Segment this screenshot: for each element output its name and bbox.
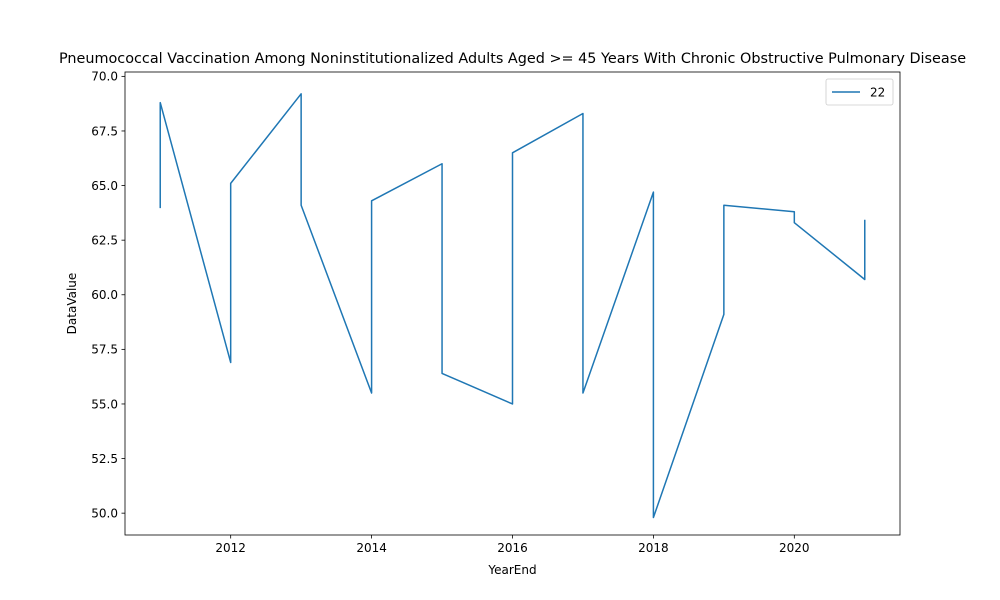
x-tick-label: 2012	[215, 541, 246, 555]
y-axis-label: DataValue	[65, 273, 79, 335]
y-tick-label: 60.0	[91, 288, 118, 302]
y-tick-label: 52.5	[91, 452, 118, 466]
x-tick-label: 2014	[356, 541, 387, 555]
y-tick-label: 55.0	[91, 397, 118, 411]
series-line-1	[159, 93, 866, 519]
x-tick-label: 2016	[497, 541, 528, 555]
y-tick-label: 57.5	[91, 343, 118, 357]
y-tick-label: 62.5	[91, 233, 118, 247]
legend-label: 22	[870, 85, 885, 99]
chart-title: Pneumococcal Vaccination Among Noninstit…	[59, 51, 966, 67]
x-axis-label: YearEnd	[487, 563, 536, 577]
x-tick-label: 2018	[638, 541, 669, 555]
y-tick-label: 50.0	[91, 506, 118, 520]
x-tick-label: 2020	[779, 541, 810, 555]
y-tick-label: 70.0	[91, 70, 118, 84]
y-tick-label: 67.5	[91, 124, 118, 138]
y-tick-label: 65.0	[91, 179, 118, 193]
